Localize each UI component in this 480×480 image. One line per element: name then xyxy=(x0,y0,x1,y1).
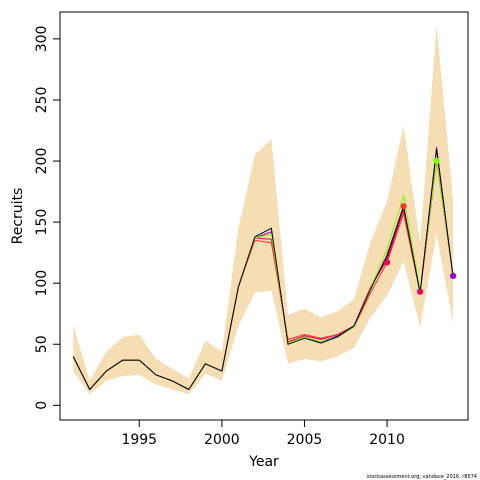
data-point-marker-0 xyxy=(384,259,391,266)
y-tick-label-50: 50 xyxy=(34,335,50,353)
y-axis: 0 50 100 150 200 250 300 xyxy=(34,26,60,410)
y-tick-label-200: 200 xyxy=(34,148,50,175)
series-line-0 xyxy=(72,148,454,390)
marker-layer xyxy=(384,157,457,295)
y-tick-label-0: 0 xyxy=(34,401,50,410)
x-tick-label-2010: 2010 xyxy=(369,432,405,448)
plot-frame xyxy=(59,11,469,421)
data-point-marker-1 xyxy=(400,203,407,210)
data-point-marker-3 xyxy=(433,157,440,165)
y-axis-title: Recruits xyxy=(10,188,26,245)
y-tick-label-100: 100 xyxy=(34,270,50,297)
data-point-marker-2 xyxy=(417,288,424,295)
footnote-text: stockassessment.org, vandace_2016, r8574 xyxy=(367,474,477,480)
data-point-marker-4 xyxy=(450,272,457,279)
x-axis-title: Year xyxy=(248,454,279,470)
x-tick-label-2000: 2000 xyxy=(204,432,240,448)
y-tick-label-150: 150 xyxy=(34,209,50,236)
series-layer xyxy=(72,147,454,390)
y-tick-label-250: 250 xyxy=(34,87,50,114)
confidence-band-layer xyxy=(73,25,454,395)
confidence-band xyxy=(73,25,454,395)
x-tick-label-1995: 1995 xyxy=(121,432,157,448)
y-tick-label-300: 300 xyxy=(34,26,50,53)
x-tick-label-2005: 2005 xyxy=(287,432,323,448)
x-axis: 1995 2000 2005 2010 xyxy=(121,420,405,448)
